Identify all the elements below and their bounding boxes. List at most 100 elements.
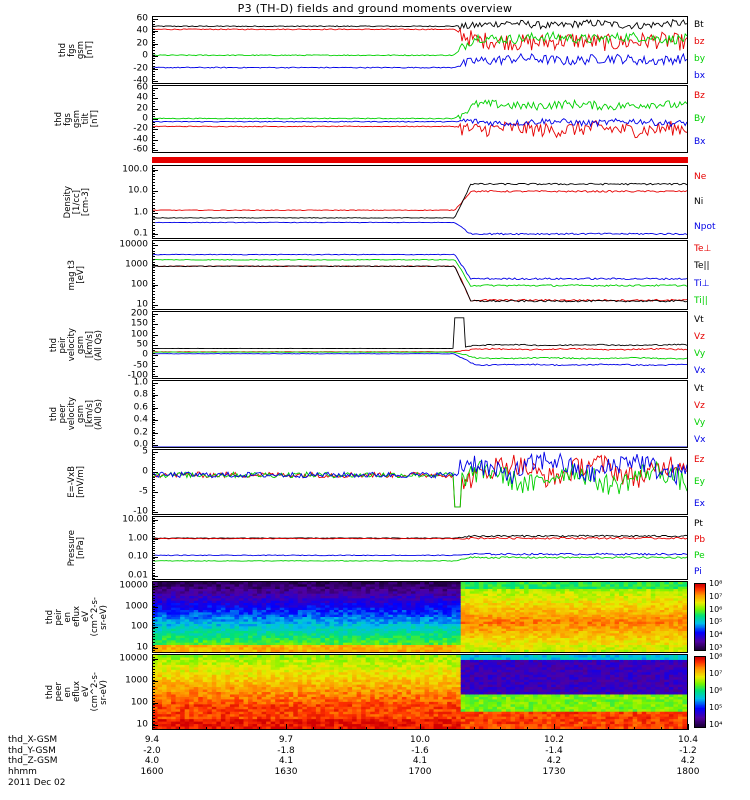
y-minor-tick bbox=[152, 42, 155, 44]
y-axis-title-part: [mV/m] bbox=[76, 466, 86, 498]
y-minor-tick bbox=[152, 445, 155, 447]
y-tick-label: -40 bbox=[133, 134, 148, 145]
y-tick-label: 0.01 bbox=[127, 570, 148, 581]
y-minor-tick bbox=[152, 81, 155, 83]
colorbar-peir-spectrogram bbox=[694, 583, 706, 651]
y-minor-tick bbox=[152, 321, 155, 323]
y-tick-mark bbox=[152, 98, 158, 100]
y-tick-mark bbox=[152, 407, 158, 409]
y-tick-label: 10 bbox=[136, 299, 148, 310]
y-minor-tick bbox=[152, 132, 155, 134]
y-minor-tick bbox=[152, 390, 155, 392]
y-minor-tick bbox=[152, 434, 155, 436]
x-axis-tick-value: 10.2 bbox=[543, 735, 565, 745]
y-tick-mark bbox=[152, 324, 158, 326]
y-minor-tick bbox=[152, 199, 155, 201]
y-minor-tick bbox=[152, 269, 155, 271]
y-minor-tick bbox=[152, 393, 155, 395]
y-tick-label: 10 bbox=[136, 642, 148, 653]
state-bar-red bbox=[152, 157, 688, 163]
y-minor-tick bbox=[152, 709, 155, 711]
legend-item-Bt: Bt bbox=[694, 19, 704, 30]
x-tick-mark bbox=[580, 727, 582, 730]
y-minor-tick bbox=[152, 347, 155, 349]
y-minor-tick bbox=[152, 630, 155, 632]
y-tick-mark bbox=[152, 471, 158, 473]
y-minor-tick bbox=[152, 721, 155, 723]
y-ticks-density: 100.0 10.0 1.0 0.1 bbox=[100, 165, 148, 239]
y-minor-tick bbox=[152, 261, 155, 263]
y-minor-tick bbox=[152, 469, 155, 471]
y-tick-mark bbox=[152, 382, 158, 384]
y-minor-tick bbox=[152, 451, 155, 453]
y-minor-tick bbox=[152, 224, 155, 226]
legend-item-bx: bx bbox=[694, 70, 706, 81]
y-minor-tick bbox=[152, 555, 155, 557]
y-tick-label: -20 bbox=[133, 123, 148, 134]
x-axis-tick-value: 1600 bbox=[140, 766, 164, 777]
y-minor-tick bbox=[152, 398, 155, 400]
y-minor-tick bbox=[152, 65, 155, 67]
y-axis-title-peir-spectrogram: thd peir en eflux eV (cm^2-s-sr-eV) bbox=[45, 581, 109, 653]
y-tick-mark bbox=[152, 233, 158, 235]
y-minor-tick bbox=[152, 331, 155, 333]
y-minor-tick bbox=[152, 173, 155, 175]
y-minor-tick bbox=[152, 291, 155, 293]
y-minor-tick bbox=[152, 617, 155, 618]
y-minor-tick bbox=[152, 145, 155, 147]
y-minor-tick bbox=[152, 528, 155, 530]
colorbar-tick-label: 10⁵ bbox=[709, 703, 723, 712]
x-tick-mark bbox=[688, 724, 689, 730]
x-axis-tick-value: -1.8 bbox=[277, 745, 295, 756]
y-minor-tick bbox=[152, 299, 155, 301]
y-minor-tick bbox=[152, 219, 155, 221]
y-minor-tick bbox=[152, 50, 155, 51]
y-tick-mark bbox=[152, 365, 158, 367]
x-tick-mark bbox=[312, 727, 314, 730]
legend-item-By: By bbox=[694, 114, 706, 124]
y-tick-mark bbox=[152, 170, 158, 172]
y-minor-tick bbox=[152, 316, 155, 318]
y-minor-tick bbox=[152, 98, 155, 100]
y-tick-mark bbox=[152, 313, 158, 315]
legend-item-Bz: Bz bbox=[694, 91, 705, 102]
y-minor-tick bbox=[152, 275, 155, 276]
y-minor-tick bbox=[152, 668, 155, 670]
y-tick-mark bbox=[152, 395, 158, 397]
x-tick-mark bbox=[661, 727, 663, 730]
y-tick-label: 10000 bbox=[119, 239, 148, 250]
x-axis-row: thd_Y-GSM -2.0 -1.8 -1.6 -1.4 -1.2 bbox=[0, 746, 750, 757]
y-minor-tick bbox=[152, 313, 155, 315]
trace-Vt bbox=[153, 317, 687, 350]
y-tick-label: 1000 bbox=[125, 259, 148, 270]
legend-item-Ez: Ez bbox=[694, 455, 705, 465]
y-tick-label: 150 bbox=[130, 318, 148, 329]
y-tick-mark bbox=[152, 108, 158, 110]
y-minor-tick bbox=[152, 403, 155, 405]
y-minor-tick bbox=[152, 360, 155, 362]
y-tick-label: 10000 bbox=[119, 580, 148, 591]
plot-area-pressure bbox=[152, 516, 688, 580]
y-minor-tick bbox=[152, 502, 155, 504]
page-title: P3 (TH-D) fields and ground moments over… bbox=[237, 2, 513, 15]
legend-item-Pe: Pe bbox=[694, 551, 705, 561]
y-minor-tick bbox=[152, 406, 155, 408]
y-tick-mark bbox=[152, 575, 158, 577]
y-minor-tick bbox=[152, 29, 155, 31]
y-tick-mark bbox=[152, 627, 158, 629]
plot-area-efield bbox=[152, 449, 688, 515]
legend-item-Ne: Ne bbox=[694, 172, 707, 183]
y-minor-tick bbox=[152, 715, 155, 717]
x-axis-tick-value: 1700 bbox=[408, 766, 432, 777]
y-minor-tick bbox=[152, 108, 155, 110]
y-minor-tick bbox=[152, 703, 155, 705]
date-stamp: 2011 Dec 02 bbox=[8, 778, 66, 788]
y-minor-tick bbox=[152, 100, 155, 102]
trace-Ex bbox=[153, 451, 687, 486]
y-minor-tick bbox=[152, 636, 155, 638]
trace-Vx bbox=[153, 353, 687, 367]
y-minor-tick bbox=[152, 31, 155, 33]
x-axis-row-label: hhmm bbox=[8, 766, 37, 777]
y-tick-mark bbox=[152, 334, 158, 336]
y-minor-tick bbox=[152, 47, 155, 49]
